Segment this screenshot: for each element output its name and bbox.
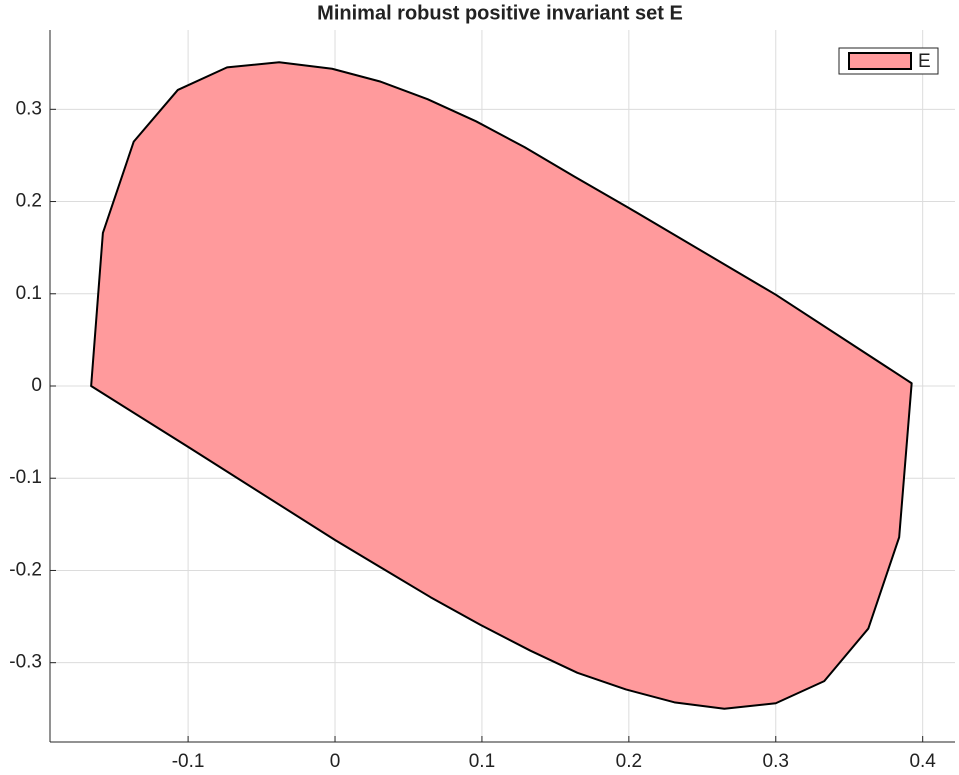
x-tick-label: 0.1 [469, 751, 495, 772]
y-tick-label: 0.3 [16, 98, 42, 119]
x-tick-label: 0.3 [763, 751, 789, 772]
legend-label: E [918, 51, 931, 72]
y-tick-label: 0.1 [16, 283, 42, 304]
y-tick-label: 0.2 [16, 191, 42, 212]
y-tick-label: -0.1 [9, 467, 42, 488]
x-tick-label: -0.1 [172, 751, 205, 772]
x-tick-label: 0 [330, 751, 341, 772]
y-tick-label: -0.3 [9, 652, 42, 673]
chart-title: Minimal robust positive invariant set E [317, 2, 683, 24]
x-tick-label: 0.2 [616, 751, 642, 772]
filled-region [90, 61, 913, 710]
x-tick-label: 0.4 [909, 751, 936, 772]
y-tick-label: -0.2 [9, 559, 42, 580]
y-tick-label: 0 [31, 375, 42, 396]
legend-swatch [848, 52, 912, 70]
